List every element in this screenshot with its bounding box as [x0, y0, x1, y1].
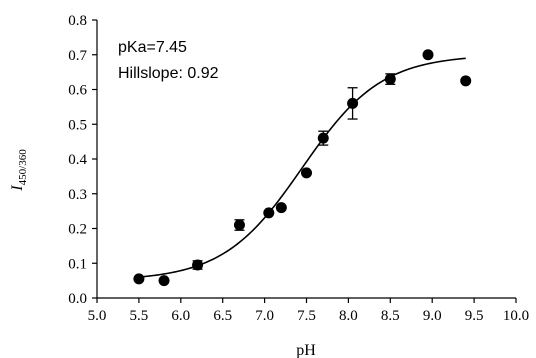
data-point: [422, 49, 434, 61]
y-tick-label: 0.3: [68, 187, 87, 203]
data-points: [133, 49, 472, 287]
x-tick-label: 6.0: [171, 308, 190, 324]
data-point: [460, 75, 472, 87]
data-point: [384, 73, 396, 85]
data-point: [275, 202, 287, 214]
x-tick-label: 9.0: [423, 308, 442, 324]
y-tick-label: 0.2: [68, 222, 87, 238]
error-bars: [192, 73, 396, 270]
y-tick-label: 0.0: [68, 291, 87, 307]
y-axis-label: I450/360: [9, 149, 29, 192]
x-tick-label: 8.5: [381, 308, 400, 324]
x-tick-label: 7.5: [297, 308, 316, 324]
y-tick-label: 0.1: [68, 256, 87, 272]
x-tick-label: 10.0: [503, 308, 529, 324]
x-tick-label: 5.5: [130, 308, 149, 324]
data-point: [263, 207, 275, 219]
data-point: [317, 132, 329, 144]
y-tick-label: 0.4: [68, 152, 87, 168]
annotation-pka: pKa=7.45: [118, 39, 187, 56]
y-axis-label-subscript: 450/360: [17, 149, 29, 186]
x-tick-label: 9.5: [465, 308, 484, 324]
y-tick-label: 0.5: [68, 117, 87, 133]
y-tick-label: 0.8: [68, 13, 87, 29]
data-point: [347, 97, 359, 109]
data-point: [192, 259, 204, 271]
y-tick-label: 0.7: [68, 48, 87, 64]
data-point: [233, 219, 245, 231]
axes: [96, 20, 516, 299]
fit-curve: [138, 57, 466, 278]
x-tick-label: 7.0: [255, 308, 274, 324]
annotation-hillslope: Hillslope: 0.92: [118, 65, 219, 82]
x-tick-label: 5.0: [88, 308, 107, 324]
x-axis-label: pH: [296, 342, 316, 358]
x-tick-label: 6.5: [213, 308, 232, 324]
data-point: [158, 275, 170, 287]
y-tick-label: 0.6: [68, 83, 87, 99]
data-point: [301, 167, 312, 179]
y-axis-label-main: I: [9, 185, 26, 192]
x-ticks: 5.0 5.5 6.0 6.5 7.0 7.5 8.0 8.5 9.0 9.5 10.0: [88, 298, 529, 324]
data-point: [133, 273, 145, 285]
y-ticks: 0.0 0.1 0.2 0.3 0.4 0.5 0.6 0.7 0.8: [68, 13, 97, 307]
x-tick-label: 8.0: [339, 308, 358, 324]
